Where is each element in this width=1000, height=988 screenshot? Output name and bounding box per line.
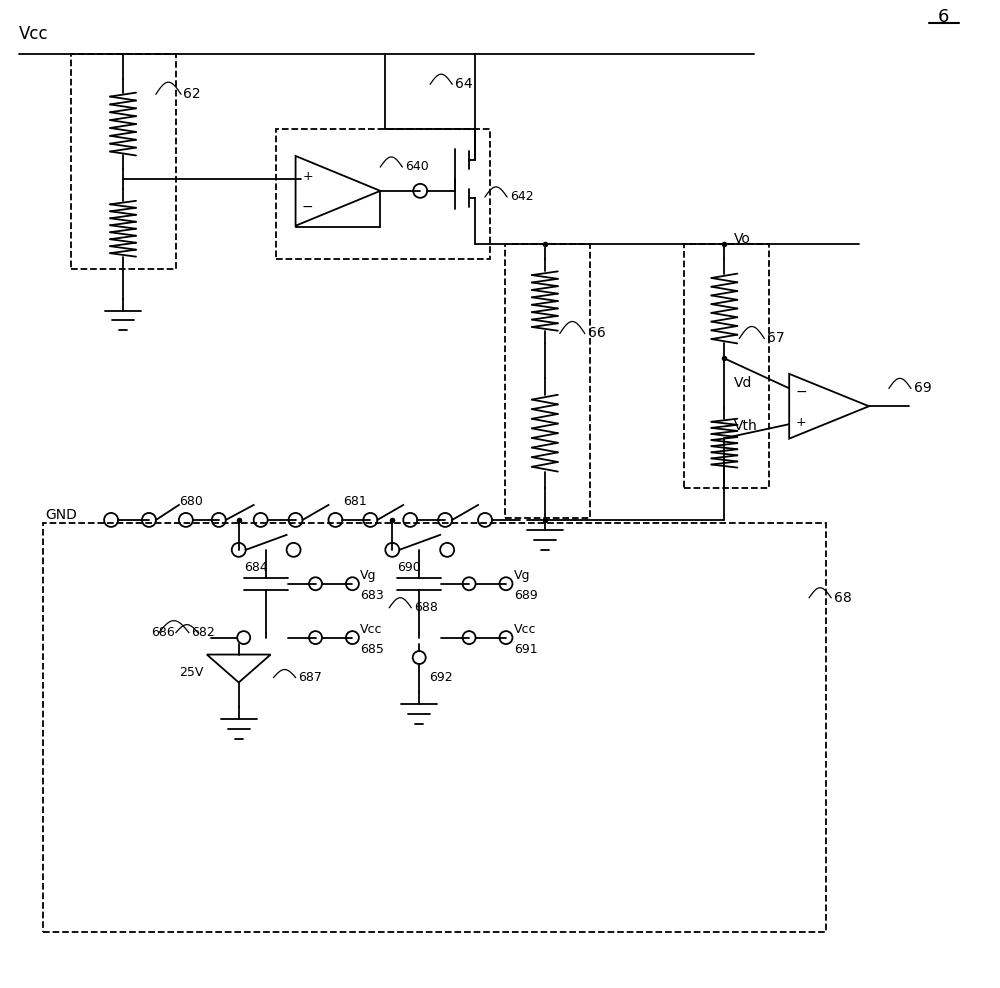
Text: 6: 6 [938, 8, 949, 27]
Text: +: + [796, 416, 806, 429]
Text: Vo: Vo [734, 232, 751, 246]
Text: +: + [302, 170, 313, 184]
Bar [276, 129, 490, 259]
Text: Vd: Vd [734, 376, 753, 390]
Text: 692: 692 [429, 671, 453, 684]
Text: 68: 68 [834, 591, 852, 605]
Text: −: − [302, 200, 313, 213]
Text: 690: 690 [397, 561, 421, 574]
Text: 25V: 25V [179, 666, 203, 679]
Text: 686: 686 [151, 626, 175, 639]
Text: 640: 640 [405, 160, 429, 174]
Bar [71, 54, 176, 269]
Text: 66: 66 [588, 326, 606, 341]
Text: 680: 680 [179, 495, 203, 508]
Text: 69: 69 [914, 381, 932, 395]
Text: 64: 64 [455, 77, 473, 91]
Text: Vcc: Vcc [19, 26, 49, 43]
Text: Vg: Vg [360, 569, 377, 582]
Text: Vg: Vg [514, 569, 530, 582]
Bar [505, 244, 590, 518]
Text: 682: 682 [191, 626, 215, 639]
Text: Vcc: Vcc [360, 623, 383, 636]
Bar [43, 523, 826, 932]
Text: 691: 691 [514, 643, 538, 656]
Text: Vth: Vth [734, 419, 758, 433]
Text: 688: 688 [414, 601, 438, 615]
Text: 685: 685 [360, 643, 384, 656]
Text: 681: 681 [344, 495, 367, 508]
Text: 67: 67 [767, 331, 785, 346]
Bar [684, 244, 769, 488]
Text: −: − [795, 385, 807, 399]
Text: GND: GND [45, 508, 77, 522]
Text: 62: 62 [183, 87, 201, 101]
Text: 689: 689 [514, 589, 538, 603]
Text: Vcc: Vcc [514, 623, 536, 636]
Text: 683: 683 [360, 589, 384, 603]
Text: 642: 642 [510, 191, 534, 204]
Text: 687: 687 [299, 671, 322, 684]
Text: 684: 684 [244, 561, 267, 574]
